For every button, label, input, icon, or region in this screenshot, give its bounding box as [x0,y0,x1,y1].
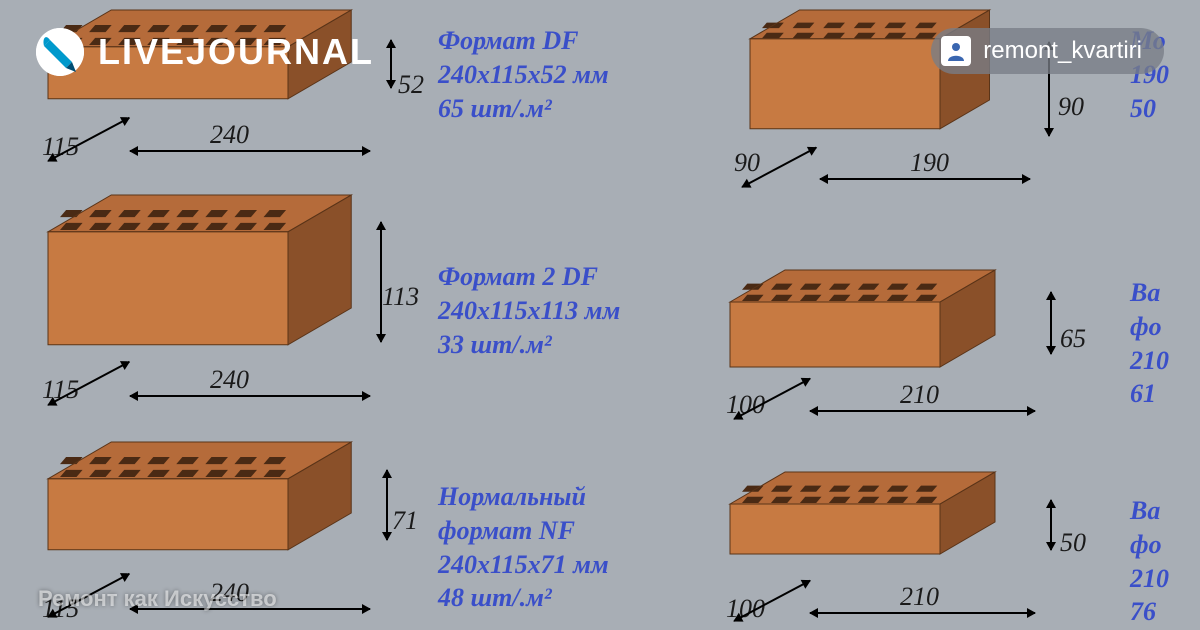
arrow-length-2df [130,395,370,397]
caption-dims: 210 [1130,562,1169,596]
caption-wf2: Вафо21076 [1130,494,1169,629]
dim-length-df: 240 [210,120,249,150]
dim-height-wf1: 65 [1060,324,1086,354]
brick-svg [38,432,361,560]
dim-length-wf1: 210 [900,380,939,410]
logo-bar: LIVEJOURNAL [36,28,374,76]
caption-nf: Нормальныйформат NF240x115x71 мм48 шт/.м… [438,480,609,615]
arrow-height-df [390,40,392,88]
dim-height-wf2: 50 [1060,528,1086,558]
caption-title: Ва [1130,276,1169,310]
dim-length-mod: 190 [910,148,949,178]
author-pill[interactable]: remont_kvartiri [931,28,1164,74]
caption-qty: 65 шт/.м² [438,92,609,126]
caption-qty: 76 [1130,595,1169,629]
arrow-height-2df [380,222,382,342]
brick-svg [38,185,361,355]
caption-dims: 240x115x52 мм [438,58,609,92]
caption-dims: 240x115x71 мм [438,548,609,582]
arrow-length-wf1 [810,410,1035,412]
dim-height-2df: 113 [382,282,419,312]
caption-dims: 240x115x113 мм [438,294,620,328]
arrow-length-mod [820,178,1030,180]
logo-text: LIVEJOURNAL [98,31,374,73]
caption-qty: 33 шт/.м² [438,328,620,362]
caption-title: Формат 2 DF [438,260,620,294]
caption-qty: 50 [1130,92,1169,126]
caption-title2: фо [1130,310,1169,344]
arrow-height-nf [386,470,388,540]
dim-length-wf2: 210 [900,582,939,612]
caption-qty: 48 шт/.м² [438,581,609,615]
brick-2df [38,185,361,360]
watermark-text: Ремонт как Искусство [38,586,277,612]
caption-dims: 210 [1130,344,1169,378]
caption-title: Нормальный [438,480,609,514]
caption-title2: формат NF [438,514,609,548]
brick-wf2 [720,462,1005,569]
dim-length-2df: 240 [210,365,249,395]
arrow-height-wf2 [1050,500,1052,550]
caption-2df: Формат 2 DF240x115x113 мм33 шт/.м² [438,260,620,361]
caption-title: Ва [1130,494,1169,528]
arrow-length-df [130,150,370,152]
dim-height-df: 52 [398,70,424,100]
caption-wf1: Вафо21061 [1130,276,1169,411]
brick-svg [720,462,1005,564]
caption-df: Формат DF240x115x52 мм65 шт/.м² [438,24,609,125]
livejournal-logo-icon [36,28,84,76]
dim-width-mod: 90 [734,148,760,178]
dim-height-nf: 71 [392,506,418,536]
caption-qty: 61 [1130,377,1169,411]
dim-height-mod: 90 [1058,92,1084,122]
arrow-height-wf1 [1050,292,1052,354]
brick-svg [720,260,1005,377]
author-username: remont_kvartiri [983,37,1142,65]
brick-nf [38,432,361,565]
caption-title: Формат DF [438,24,609,58]
arrow-length-wf2 [810,612,1035,614]
caption-title2: фо [1130,528,1169,562]
brick-wf1 [720,260,1005,382]
user-avatar-icon [941,36,971,66]
